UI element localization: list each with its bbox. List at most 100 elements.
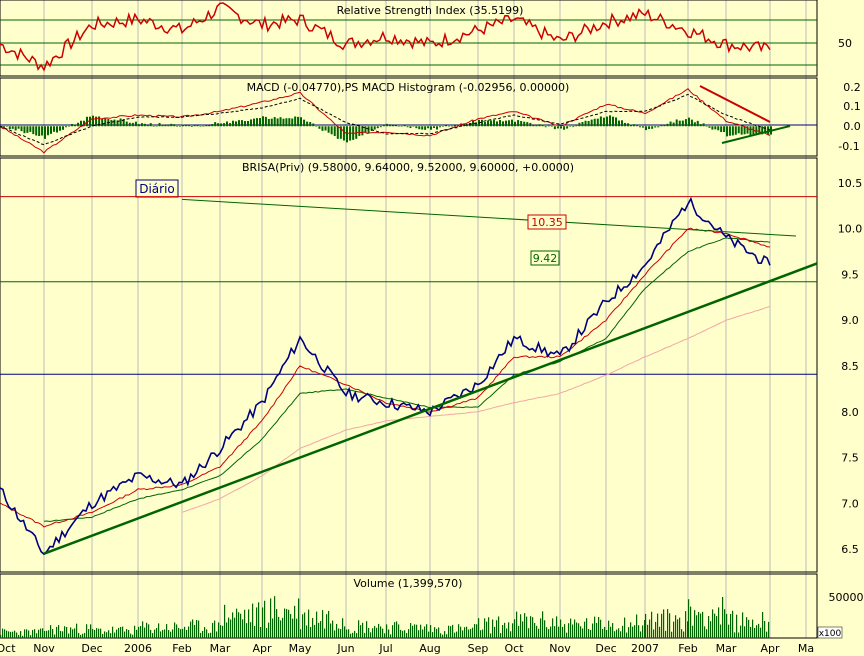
volume-bar (651, 611, 653, 638)
macd-histogram-bar (749, 126, 752, 137)
macd-histogram-bar (238, 120, 240, 127)
macd-histogram-bar (496, 121, 498, 127)
volume-bar (722, 596, 724, 638)
volume-bar (398, 624, 400, 638)
volume-bar (372, 628, 374, 638)
volume-multiplier-box (817, 626, 843, 639)
macd-histogram-bar (421, 126, 424, 130)
volume-bar (732, 610, 734, 638)
macd-divergence-green (721, 125, 791, 144)
macd-histogram-bar (400, 126, 403, 127)
volume-bar (462, 630, 464, 638)
macd-histogram-bar (315, 125, 318, 127)
volume-bar (508, 622, 510, 638)
volume-bar (410, 623, 412, 638)
volume-bar (54, 634, 56, 638)
volume-bar (72, 629, 74, 638)
x-tick-label: Apr (760, 642, 780, 655)
volume-bar (86, 624, 88, 638)
macd-histogram-bar (65, 126, 67, 128)
volume-bar (683, 631, 685, 638)
volume-bar (218, 622, 220, 638)
volume-bar (406, 633, 408, 638)
macd-histogram-bar (606, 116, 608, 127)
macd-histogram-bar (740, 126, 743, 135)
macd-histogram-bar (409, 126, 412, 129)
volume-bar (48, 630, 50, 638)
volume-bar (649, 619, 651, 638)
volume-bar (234, 617, 236, 638)
macd-histogram-bar (728, 126, 731, 136)
volume-bar (10, 631, 12, 638)
volume-bar (514, 619, 516, 638)
volume-bar (574, 619, 576, 638)
macd-histogram-bar (394, 125, 397, 127)
volume-bar (530, 616, 532, 638)
volume-bar (590, 629, 592, 638)
volume-bar (418, 630, 420, 638)
price-tick-label: 10.5 (838, 177, 863, 190)
macd-histogram-bar (430, 126, 432, 130)
macd-histogram-bar (244, 121, 246, 127)
volume-bar (659, 626, 661, 638)
macd-histogram-bar (68, 126, 70, 127)
x-tick-label: Sep (468, 642, 489, 655)
macd-histogram-bar (550, 126, 553, 127)
macd-histogram-bar (714, 126, 717, 130)
volume-bar (510, 631, 512, 638)
macd-histogram-bar (541, 124, 544, 127)
volume-bar (240, 613, 242, 638)
volume-bar (250, 622, 252, 638)
volume-bar (178, 627, 180, 638)
volume-bar (254, 626, 256, 638)
volume-bar (564, 624, 566, 638)
volume-bar (450, 626, 452, 638)
macd-histogram-bar (445, 125, 447, 127)
price-tick-label: 7.5 (841, 452, 859, 465)
macd-histogram-bar (532, 125, 535, 127)
volume-bar (647, 624, 649, 638)
volume-bar (182, 628, 184, 638)
macd-histogram-bar (279, 117, 282, 127)
volume-bar (420, 624, 422, 638)
volume-bar (162, 629, 164, 638)
volume-bar (282, 617, 284, 638)
volume-bar (50, 625, 52, 638)
volume-bar (288, 609, 290, 638)
volume-bar (710, 621, 712, 638)
volume-bar (576, 622, 578, 638)
volume-bar (704, 626, 706, 638)
macd-histogram-bar (484, 121, 486, 127)
macd-histogram-bar (146, 125, 149, 127)
macd-histogram-bar (134, 121, 137, 127)
macd-histogram-bar (370, 126, 373, 131)
macd-histogram-bar (761, 126, 764, 135)
volume-bar (746, 617, 748, 638)
macd-histogram-bar (556, 126, 559, 129)
macd-histogram-bar (47, 126, 49, 136)
macd-histogram-bar (214, 122, 217, 127)
volume-bar (90, 624, 92, 638)
macd-histogram-bar (321, 126, 324, 131)
price-title: BRISA(Priv) (9.58000, 9.64000, 9.52000, … (242, 161, 574, 174)
macd-histogram-bar (563, 126, 566, 130)
macd-histogram-bar (418, 126, 421, 130)
volume-bar (484, 618, 486, 638)
macd-histogram-bar (80, 120, 82, 127)
x-tick-label: Aug (419, 642, 440, 655)
volume-bar (636, 614, 638, 638)
volume-bar (294, 605, 296, 638)
volume-bar (456, 631, 458, 638)
macd-histogram-bar (523, 121, 526, 127)
macd-histogram-bar (472, 120, 474, 127)
volume-bar (46, 630, 48, 638)
volume-bar (144, 627, 146, 638)
macd-histogram-bar (693, 122, 696, 127)
macd-histogram-bar (708, 126, 711, 128)
volume-bar (42, 628, 44, 638)
macd-histogram-bar (660, 124, 663, 127)
volume-bar (520, 614, 522, 638)
volume-bar (528, 628, 530, 638)
volume-bar (190, 621, 192, 638)
